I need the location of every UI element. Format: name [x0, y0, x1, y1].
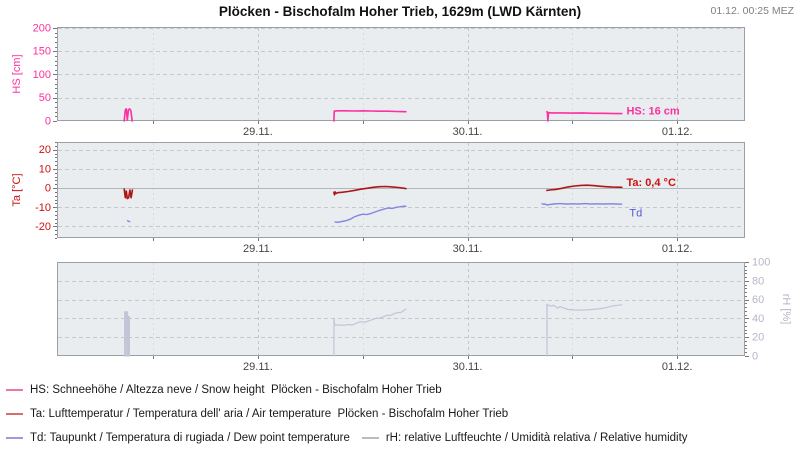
ta-plot-border: [57, 142, 745, 238]
rh-series-line: [546, 303, 623, 357]
legend-item-td: Td: Taupunkt / Temperatura di rugiada / …: [4, 432, 350, 444]
hs-xtick-label: 29.11.: [243, 126, 273, 138]
legend-label-hs: HS: Schneehöhe / Altezza neve / Snow hei…: [30, 384, 442, 396]
hs-ytick-label: 150: [33, 46, 51, 58]
legend-item-ta: Ta: Lufttemperatur / Temperatura dell' a…: [4, 408, 508, 420]
ta-ytick-label: 20: [39, 144, 51, 156]
ta-axis-title: Ta [°C]: [11, 173, 23, 206]
hs-ytick-label: 50: [39, 92, 51, 104]
ta-series-line: [546, 184, 623, 192]
td-series-line: [334, 205, 407, 224]
ta-ytick-label: 10: [39, 163, 51, 175]
ta-value-label: Td: [629, 208, 642, 220]
legend: HS: Schneehöhe / Altezza neve / Snow hei…: [4, 378, 796, 450]
hs-series-line: [546, 110, 623, 122]
rh-line-sample-icon: [361, 437, 379, 439]
rh-ytick-label: 80: [752, 275, 764, 287]
ta-xtick-label: 30.11.: [453, 243, 483, 255]
ta-ytick-label: 0: [45, 183, 51, 195]
legend-row: HS: Schneehöhe / Altezza neve / Snow hei…: [4, 378, 796, 402]
hs-xtick-label: 30.11.: [453, 126, 483, 138]
td-line-sample-icon: [6, 437, 23, 439]
hs-value-label: HS: 16 cm: [626, 105, 679, 117]
hs-series-line: [123, 108, 133, 122]
td-series-line: [541, 202, 623, 206]
hs-ytick-label: 0: [45, 116, 51, 128]
td-series-line: [126, 219, 131, 223]
legend-item-rh: rH: relative Luftfeuchte / Umidità relat…: [360, 432, 688, 444]
page-title: Plöcken - Bischofalm Hoher Trieb, 1629m …: [218, 4, 582, 19]
legend-label-ta: Ta: Lufttemperatur / Temperatura dell' a…: [30, 408, 509, 420]
ta-ytick-label: -20: [35, 221, 51, 233]
hs-series-line: [333, 110, 407, 122]
hs-axis-title: HS [cm]: [11, 54, 23, 93]
ta-line-sample-icon: [6, 413, 23, 415]
rh-axis-title: rH [%]: [780, 294, 792, 325]
rh-plot-border: [57, 262, 745, 356]
legend-row: Td: Taupunkt / Temperatura di rugiada / …: [4, 426, 796, 450]
ta-plot-area: [57, 142, 745, 238]
hs-plot-border: [57, 27, 745, 121]
hs-line-sample-icon: [6, 389, 23, 391]
rh-ytick-label: 20: [752, 332, 764, 344]
rh-xtick-label: 30.11.: [453, 361, 483, 373]
hs-ytick-label: 100: [33, 69, 51, 81]
rh-ytick-label: 100: [752, 257, 770, 269]
legend-label-rh: rH: relative Luftfeuchte / Umidità relat…: [385, 432, 688, 444]
ta-ytick-label: -10: [35, 202, 51, 214]
rh-series-line: [123, 311, 130, 357]
hs-xtick-label: 01.12.: [662, 126, 693, 138]
rh-xtick-label: 01.12.: [662, 361, 693, 373]
ta-series-line: [333, 185, 407, 196]
hs-ytick-label: 200: [33, 22, 51, 34]
legend-row: Ta: Lufttemperatur / Temperatura dell' a…: [4, 402, 796, 426]
rh-ytick-label: 40: [752, 313, 764, 325]
rh-xtick-label: 29.11.: [243, 361, 273, 373]
rh-series-line: [333, 308, 407, 357]
ta-value-label: Ta: 0,4 °C: [626, 177, 675, 189]
rh-plot-area: [57, 262, 745, 356]
ta-xtick-label: 29.11.: [243, 243, 273, 255]
ta-series-line: [123, 188, 134, 200]
rh-ytick-label: 0: [752, 351, 758, 363]
legend-label-td: Td: Taupunkt / Temperatura di rugiada / …: [30, 432, 350, 444]
rh-ytick-label: 60: [752, 294, 764, 306]
ta-xtick-label: 01.12.: [662, 243, 693, 255]
timestamp: 01.12. 00:25 MEZ: [710, 5, 794, 17]
legend-item-hs: HS: Schneehöhe / Altezza neve / Snow hei…: [4, 384, 442, 396]
